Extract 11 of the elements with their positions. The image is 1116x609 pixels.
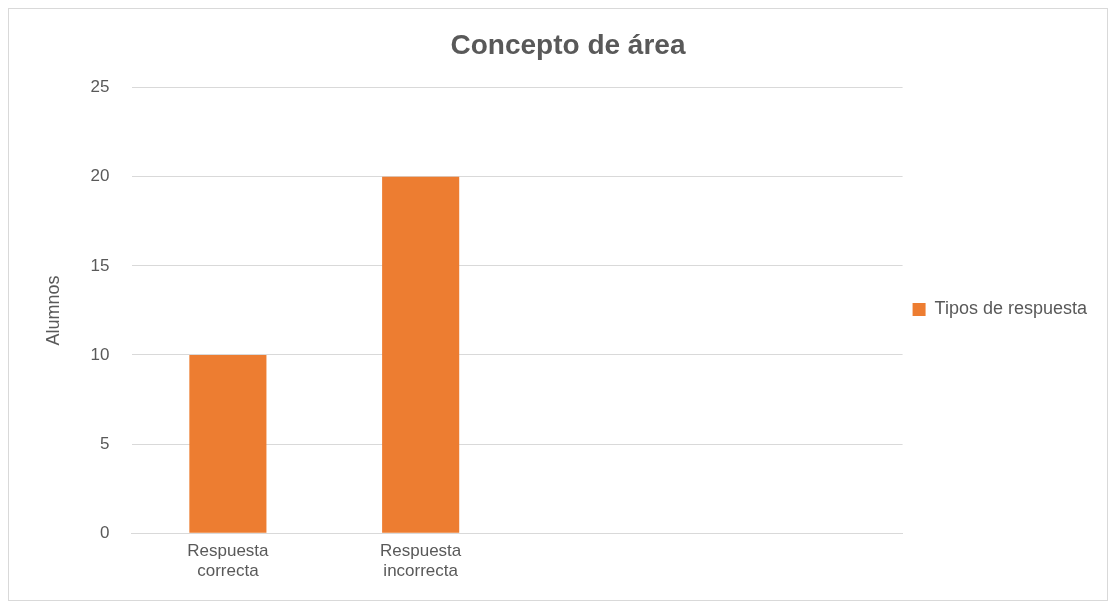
y-tick-label: 10 — [90, 344, 110, 364]
y-tick-label: 25 — [90, 77, 110, 97]
chart-title: Concepto de área — [450, 28, 686, 60]
x-tick-label: Respuesta incorrecta — [380, 541, 462, 581]
y-tick-label: 5 — [100, 433, 110, 453]
y-axis-title: Alumnos — [42, 275, 63, 346]
y-tick-label: 0 — [100, 522, 110, 542]
y-tick-label: 20 — [90, 166, 110, 186]
legend-label: Tipos de respuesta — [934, 298, 1088, 319]
y-tick-label: 15 — [90, 255, 110, 275]
x-tick-label: Respuesta correcta — [187, 541, 270, 581]
